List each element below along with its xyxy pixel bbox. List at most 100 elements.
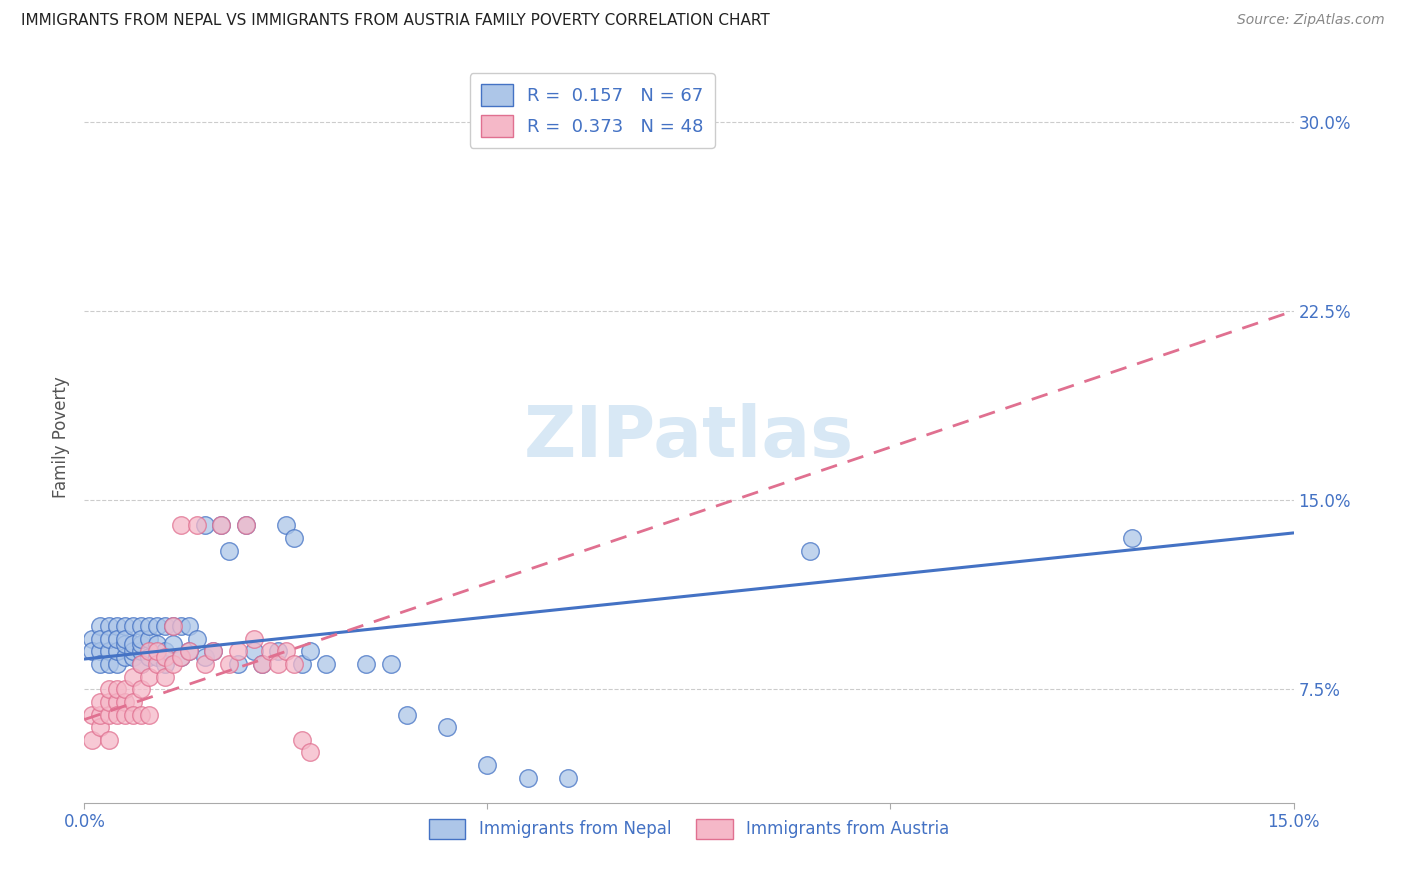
- Point: [114, 632, 136, 646]
- Point: [89, 657, 111, 671]
- Point: [170, 649, 193, 664]
- Point: [162, 619, 184, 633]
- Point: [170, 649, 193, 664]
- Point: [121, 695, 143, 709]
- Point: [242, 632, 264, 646]
- Text: IMMIGRANTS FROM NEPAL VS IMMIGRANTS FROM AUSTRIA FAMILY POVERTY CORRELATION CHAR: IMMIGRANTS FROM NEPAL VS IMMIGRANTS FROM…: [21, 13, 770, 29]
- Point: [291, 732, 314, 747]
- Point: [138, 644, 160, 658]
- Point: [259, 644, 281, 658]
- Text: ZIPatlas: ZIPatlas: [524, 402, 853, 472]
- Y-axis label: Family Poverty: Family Poverty: [52, 376, 70, 498]
- Point: [146, 644, 169, 658]
- Point: [138, 670, 160, 684]
- Point: [114, 707, 136, 722]
- Point: [146, 637, 169, 651]
- Point: [179, 644, 201, 658]
- Point: [194, 649, 217, 664]
- Point: [799, 543, 821, 558]
- Point: [97, 682, 120, 697]
- Point: [105, 707, 128, 722]
- Point: [380, 657, 402, 671]
- Point: [153, 657, 176, 671]
- Point: [267, 657, 290, 671]
- Point: [194, 657, 217, 671]
- Point: [97, 644, 120, 658]
- Point: [1121, 531, 1143, 545]
- Point: [162, 657, 184, 671]
- Point: [129, 632, 152, 646]
- Point: [82, 732, 104, 747]
- Point: [89, 720, 111, 734]
- Point: [250, 657, 273, 671]
- Point: [274, 518, 297, 533]
- Point: [97, 619, 120, 633]
- Point: [89, 619, 111, 633]
- Point: [162, 619, 184, 633]
- Point: [153, 670, 176, 684]
- Point: [89, 644, 111, 658]
- Point: [138, 632, 160, 646]
- Point: [235, 518, 257, 533]
- Point: [202, 644, 225, 658]
- Point: [114, 695, 136, 709]
- Point: [226, 657, 249, 671]
- Point: [129, 644, 152, 658]
- Point: [291, 657, 314, 671]
- Point: [97, 732, 120, 747]
- Point: [179, 644, 201, 658]
- Point: [138, 649, 160, 664]
- Point: [194, 518, 217, 533]
- Point: [97, 707, 120, 722]
- Point: [89, 632, 111, 646]
- Point: [170, 619, 193, 633]
- Point: [242, 644, 264, 658]
- Point: [477, 758, 499, 772]
- Point: [129, 657, 152, 671]
- Point: [121, 637, 143, 651]
- Point: [121, 649, 143, 664]
- Point: [114, 619, 136, 633]
- Text: Source: ZipAtlas.com: Source: ZipAtlas.com: [1237, 13, 1385, 28]
- Point: [89, 695, 111, 709]
- Point: [218, 657, 240, 671]
- Point: [97, 695, 120, 709]
- Point: [105, 619, 128, 633]
- Point: [82, 644, 104, 658]
- Point: [114, 682, 136, 697]
- Point: [209, 518, 232, 533]
- Point: [129, 707, 152, 722]
- Point: [153, 644, 176, 658]
- Point: [138, 619, 160, 633]
- Point: [121, 619, 143, 633]
- Point: [114, 637, 136, 651]
- Point: [299, 644, 322, 658]
- Point: [170, 518, 193, 533]
- Legend: Immigrants from Nepal, Immigrants from Austria: Immigrants from Nepal, Immigrants from A…: [422, 812, 956, 846]
- Point: [105, 695, 128, 709]
- Point: [283, 531, 305, 545]
- Point: [129, 682, 152, 697]
- Point: [395, 707, 418, 722]
- Point: [516, 771, 538, 785]
- Point: [186, 518, 208, 533]
- Point: [121, 644, 143, 658]
- Point: [82, 632, 104, 646]
- Point: [202, 644, 225, 658]
- Point: [153, 649, 176, 664]
- Point: [186, 632, 208, 646]
- Point: [105, 657, 128, 671]
- Point: [138, 707, 160, 722]
- Point: [162, 637, 184, 651]
- Point: [557, 771, 579, 785]
- Point: [129, 637, 152, 651]
- Point: [315, 657, 337, 671]
- Point: [129, 657, 152, 671]
- Point: [283, 657, 305, 671]
- Point: [267, 644, 290, 658]
- Point: [82, 707, 104, 722]
- Point: [97, 632, 120, 646]
- Point: [146, 619, 169, 633]
- Point: [105, 682, 128, 697]
- Point: [209, 518, 232, 533]
